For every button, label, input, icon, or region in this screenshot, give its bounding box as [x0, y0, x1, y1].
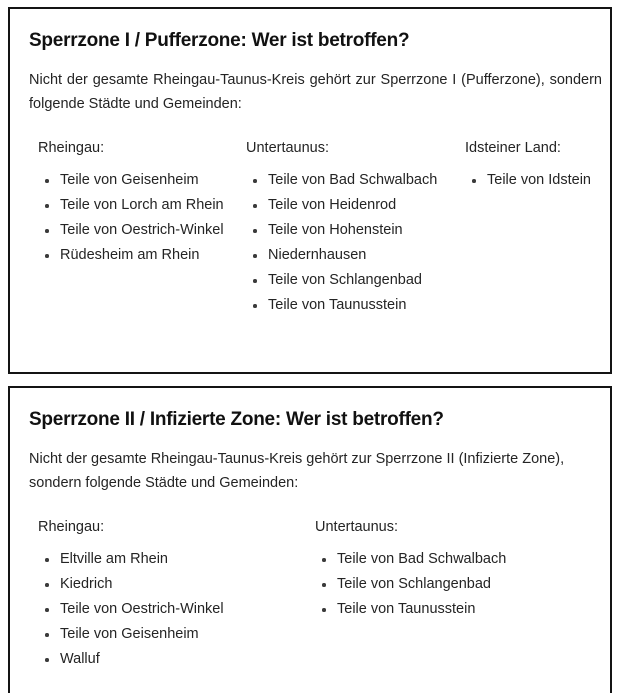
list-item: Eltville am Rhein [38, 547, 288, 572]
column-idsteiner-land: Idsteiner Land: Teile von Idstein [465, 138, 605, 193]
column-untertaunus: Untertaunus: Teile von Bad Schwalbach Te… [315, 517, 565, 622]
column-rheingau: Rheingau: Eltville am Rhein Kiedrich Tei… [38, 517, 288, 672]
list-item: Teile von Taunusstein [315, 597, 565, 622]
column-heading: Idsteiner Land: [465, 140, 561, 156]
card-intro-text: Nicht der gesamte Rheingau-Taunus-Kreis … [29, 451, 565, 491]
info-card-sperrzone-1: Sperrzone I / Pufferzone: Wer ist betrof… [8, 7, 612, 374]
municipality-list: Teile von Idstein [465, 168, 605, 193]
municipality-list: Teile von Geisenheim Teile von Lorch am … [38, 168, 228, 268]
municipality-list: Eltville am Rhein Kiedrich Teile von Oes… [38, 547, 288, 672]
column-untertaunus: Untertaunus: Teile von Bad Schwalbach Te… [246, 138, 451, 318]
column-heading: Untertaunus: [246, 140, 330, 156]
list-item: Rüdesheim am Rhein [38, 243, 228, 268]
municipality-list: Teile von Bad Schwalbach Teile von Heide… [246, 168, 451, 318]
list-item: Teile von Schlangenbad [315, 572, 565, 597]
list-item: Walluf [38, 647, 288, 672]
list-item: Teile von Geisenheim [38, 622, 288, 647]
list-item: Teile von Lorch am Rhein [38, 193, 228, 218]
card-intro-text: Nicht der gesamte Rheingau-Taunus-Kreis … [29, 72, 602, 112]
list-item: Teile von Taunusstein [246, 293, 451, 318]
card-title: Sperrzone I / Pufferzone: Wer ist betrof… [29, 30, 410, 51]
list-item: Teile von Bad Schwalbach [246, 168, 451, 193]
column-rheingau: Rheingau: Teile von Geisenheim Teile von… [38, 138, 228, 268]
list-item: Teile von Schlangenbad [246, 268, 451, 293]
card-title: Sperrzone II / Infizierte Zone: Wer ist … [29, 409, 444, 430]
municipality-list: Teile von Bad Schwalbach Teile von Schla… [315, 547, 565, 622]
list-item: Kiedrich [38, 572, 288, 597]
list-item: Teile von Oestrich-Winkel [38, 597, 288, 622]
list-item: Teile von Oestrich-Winkel [38, 218, 228, 243]
list-item: Teile von Heidenrod [246, 193, 451, 218]
info-card-sperrzone-2: Sperrzone II / Infizierte Zone: Wer ist … [8, 386, 612, 693]
column-heading: Rheingau: [38, 140, 105, 156]
list-item: Niedernhausen [246, 243, 451, 268]
list-item: Teile von Idstein [465, 168, 605, 193]
column-heading: Rheingau: [38, 519, 105, 535]
list-item: Teile von Bad Schwalbach [315, 547, 565, 572]
column-heading: Untertaunus: [315, 519, 399, 535]
list-item: Teile von Geisenheim [38, 168, 228, 193]
list-item: Teile von Hohenstein [246, 218, 451, 243]
